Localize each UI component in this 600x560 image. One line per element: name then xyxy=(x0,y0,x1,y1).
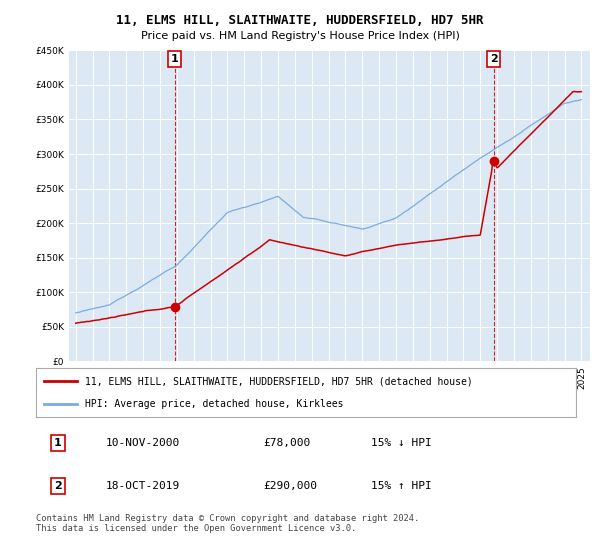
Text: 11, ELMS HILL, SLAITHWAITE, HUDDERSFIELD, HD7 5HR: 11, ELMS HILL, SLAITHWAITE, HUDDERSFIELD… xyxy=(116,14,484,27)
Text: 1: 1 xyxy=(54,438,61,448)
Text: Price paid vs. HM Land Registry's House Price Index (HPI): Price paid vs. HM Land Registry's House … xyxy=(140,31,460,41)
Text: 15% ↑ HPI: 15% ↑ HPI xyxy=(371,481,431,491)
Text: 18-OCT-2019: 18-OCT-2019 xyxy=(106,481,181,491)
Text: £290,000: £290,000 xyxy=(263,481,317,491)
Text: 2: 2 xyxy=(490,54,497,64)
Text: 10-NOV-2000: 10-NOV-2000 xyxy=(106,438,181,448)
Text: 1: 1 xyxy=(171,54,179,64)
Text: £78,000: £78,000 xyxy=(263,438,310,448)
Text: 2: 2 xyxy=(54,481,61,491)
Text: 11, ELMS HILL, SLAITHWAITE, HUDDERSFIELD, HD7 5HR (detached house): 11, ELMS HILL, SLAITHWAITE, HUDDERSFIELD… xyxy=(85,376,472,386)
Text: HPI: Average price, detached house, Kirklees: HPI: Average price, detached house, Kirk… xyxy=(85,399,343,409)
Text: Contains HM Land Registry data © Crown copyright and database right 2024.
This d: Contains HM Land Registry data © Crown c… xyxy=(36,514,419,534)
Text: 15% ↓ HPI: 15% ↓ HPI xyxy=(371,438,431,448)
